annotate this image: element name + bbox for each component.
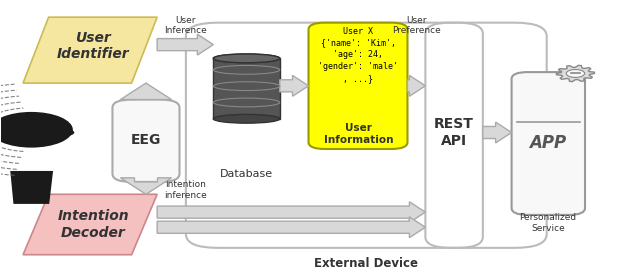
Polygon shape [120, 178, 172, 194]
Text: User
Information: User Information [324, 123, 393, 145]
Text: Intention
inference: Intention inference [164, 181, 207, 200]
Polygon shape [483, 122, 511, 143]
Polygon shape [23, 194, 157, 255]
Circle shape [0, 112, 73, 148]
Text: External Device: External Device [314, 257, 418, 270]
Polygon shape [157, 202, 426, 222]
Text: Database: Database [220, 169, 273, 179]
Text: REST
API: REST API [434, 117, 474, 148]
FancyBboxPatch shape [308, 23, 408, 149]
Text: APP: APP [529, 134, 566, 153]
FancyBboxPatch shape [113, 100, 179, 182]
Polygon shape [213, 58, 280, 119]
Text: User
Identifier: User Identifier [57, 31, 130, 61]
Text: Personalized
Service: Personalized Service [520, 213, 577, 233]
Polygon shape [120, 83, 172, 100]
Text: User
Inference: User Inference [164, 16, 207, 35]
Text: User X
{'name': 'Kim',
'age': 24,
'gender': 'male'
, ...}: User X {'name': 'Kim', 'age': 24, 'gende… [318, 27, 398, 83]
Text: Intention
Decoder: Intention Decoder [58, 209, 129, 240]
Polygon shape [556, 65, 595, 82]
Text: EEG: EEG [131, 133, 161, 147]
Polygon shape [23, 17, 157, 83]
Ellipse shape [213, 54, 280, 63]
Polygon shape [408, 75, 426, 96]
Polygon shape [157, 34, 213, 55]
Ellipse shape [213, 114, 280, 123]
Circle shape [59, 129, 74, 136]
FancyBboxPatch shape [511, 72, 585, 215]
Circle shape [566, 70, 585, 78]
Polygon shape [157, 217, 426, 238]
Polygon shape [280, 75, 308, 96]
Text: User
Preference: User Preference [392, 16, 441, 35]
Ellipse shape [213, 54, 280, 63]
Polygon shape [10, 171, 53, 204]
